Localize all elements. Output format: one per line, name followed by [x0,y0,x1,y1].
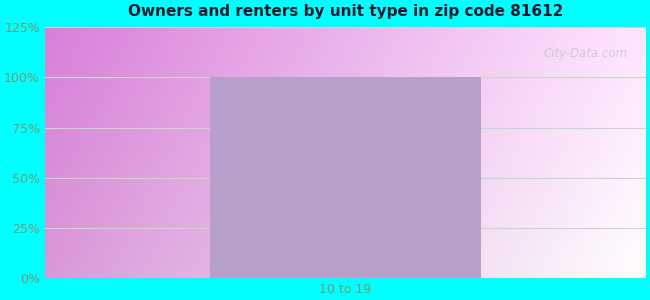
Title: Owners and renters by unit type in zip code 81612: Owners and renters by unit type in zip c… [127,4,563,19]
Bar [210,77,480,278]
Text: City-Data.com: City-Data.com [543,47,628,60]
